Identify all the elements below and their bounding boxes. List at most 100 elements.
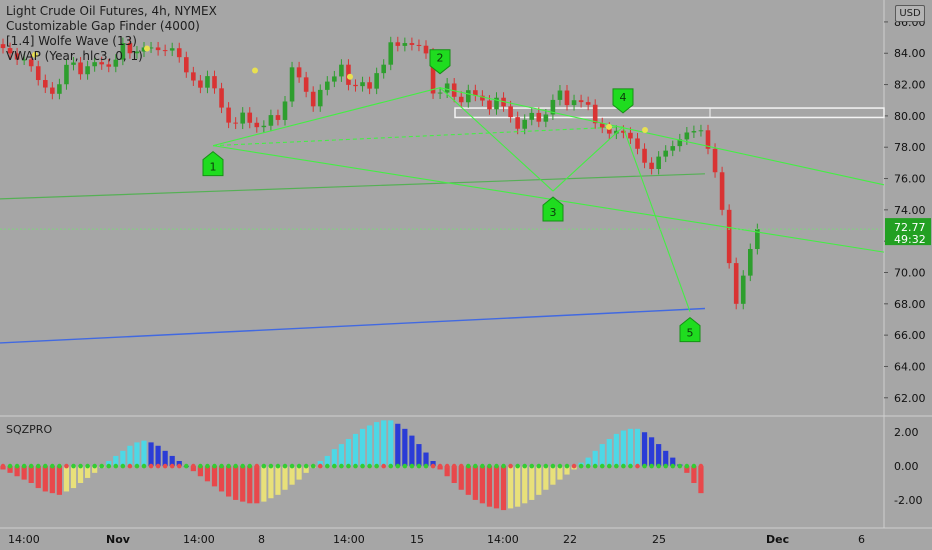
sqz-bar bbox=[585, 457, 591, 467]
sqz-bar bbox=[508, 466, 514, 509]
signal-dot bbox=[642, 126, 648, 133]
candle-body bbox=[106, 64, 112, 67]
time-tick-label: Nov bbox=[106, 533, 131, 546]
candle-body bbox=[578, 100, 584, 103]
currency-button[interactable]: USD bbox=[895, 5, 925, 22]
squeeze-dot bbox=[656, 463, 661, 469]
candle-body bbox=[480, 95, 485, 101]
candle-body bbox=[726, 209, 732, 264]
candle-body bbox=[614, 130, 619, 134]
candle-body bbox=[755, 229, 760, 249]
legend-vwap: VWAP (Year, hlc3, 0, 1) bbox=[6, 49, 143, 63]
sqz-bar bbox=[374, 422, 380, 467]
wolfe-point-label: 4 bbox=[620, 91, 627, 104]
candle-body bbox=[592, 104, 598, 124]
squeeze-dot bbox=[508, 463, 513, 469]
sqz-bar bbox=[627, 428, 634, 467]
candle-body bbox=[353, 84, 358, 87]
candle-body bbox=[423, 45, 429, 54]
squeeze-dot bbox=[219, 463, 224, 469]
sqz-bar bbox=[338, 444, 344, 467]
candle-body bbox=[529, 112, 535, 120]
squeeze-dot bbox=[28, 463, 34, 469]
candle-body bbox=[550, 99, 556, 115]
candle-body bbox=[677, 139, 683, 147]
sqz-bar bbox=[479, 466, 485, 504]
candle-body bbox=[416, 44, 422, 46]
sqz-bar bbox=[423, 452, 429, 467]
price-tick-label: 74.00 bbox=[894, 204, 926, 217]
squeeze-dot bbox=[141, 463, 147, 469]
candle-body bbox=[176, 48, 182, 58]
squeeze-dot bbox=[289, 463, 295, 469]
squeeze-dot bbox=[254, 463, 260, 469]
squeeze-dot bbox=[642, 463, 647, 469]
sqz-bar bbox=[190, 466, 196, 472]
squeeze-dot bbox=[395, 463, 401, 469]
squeeze-dot bbox=[134, 463, 140, 469]
sqz-bar bbox=[620, 430, 626, 467]
sqz-bar bbox=[670, 457, 676, 467]
squeeze-dot bbox=[148, 463, 154, 469]
squeeze-dot bbox=[522, 463, 527, 469]
candle-body bbox=[127, 43, 133, 54]
squeeze-dot bbox=[677, 463, 683, 469]
candle-body bbox=[226, 107, 231, 123]
sqz-bar bbox=[663, 450, 669, 467]
sqz-bar bbox=[49, 466, 55, 494]
candle-body bbox=[557, 90, 563, 100]
squeeze-dot bbox=[501, 463, 506, 469]
last-price-badge bbox=[885, 218, 931, 246]
squeeze-dot bbox=[649, 463, 654, 469]
squeeze-dot bbox=[332, 463, 337, 469]
squeeze-dot bbox=[536, 463, 542, 469]
squeeze-dot bbox=[198, 463, 203, 469]
candle-body bbox=[437, 92, 443, 94]
candle-body bbox=[564, 90, 570, 106]
wolfe-point-1: 1 bbox=[202, 151, 224, 177]
candle-body bbox=[0, 44, 6, 49]
candle-body bbox=[740, 275, 746, 304]
squeeze-dot bbox=[557, 463, 563, 469]
signal-dot bbox=[144, 45, 150, 52]
sqz-bar bbox=[134, 442, 140, 467]
sqz-bar bbox=[162, 450, 168, 467]
sqz-bar bbox=[21, 466, 27, 480]
sqz-bar bbox=[85, 466, 91, 478]
candle-body bbox=[43, 80, 48, 88]
squeeze-dot bbox=[374, 463, 379, 469]
wolfe-leg-2-3 bbox=[439, 87, 554, 192]
sqz-bar bbox=[303, 466, 309, 473]
sqz-bar bbox=[691, 466, 697, 483]
squeeze-dot bbox=[480, 463, 485, 469]
time-tick-label: 14:00 bbox=[8, 533, 40, 546]
bar-countdown: 49:32 bbox=[894, 233, 926, 246]
squeeze-dot bbox=[437, 463, 443, 469]
wolfe-dash-1-4 bbox=[212, 126, 624, 147]
candle-body bbox=[508, 106, 513, 118]
wolfe-marker bbox=[202, 151, 224, 177]
sqz-bar bbox=[240, 466, 246, 502]
candle-body bbox=[649, 162, 654, 169]
time-tick-label: 6 bbox=[858, 533, 865, 546]
squeeze-dot bbox=[57, 463, 62, 469]
candle-body bbox=[254, 122, 260, 128]
sqz-bar bbox=[388, 420, 394, 467]
squeeze-dot bbox=[21, 463, 27, 469]
sqz-bar bbox=[698, 466, 704, 494]
candle-body bbox=[543, 114, 549, 122]
squeeze-dot bbox=[494, 463, 499, 469]
candle-body bbox=[57, 84, 62, 94]
candle-body bbox=[169, 48, 175, 51]
sqz-bar bbox=[176, 461, 182, 467]
candle-body bbox=[466, 90, 471, 103]
sqz-bar bbox=[42, 466, 48, 492]
squeeze-dot bbox=[592, 463, 598, 469]
candle-body bbox=[444, 83, 450, 93]
squeeze-dot bbox=[127, 463, 133, 469]
signal-dot bbox=[252, 67, 258, 74]
sqz-bar bbox=[282, 466, 288, 490]
squeeze-dot bbox=[155, 463, 161, 469]
wolfe-target-2-4 bbox=[439, 87, 885, 186]
